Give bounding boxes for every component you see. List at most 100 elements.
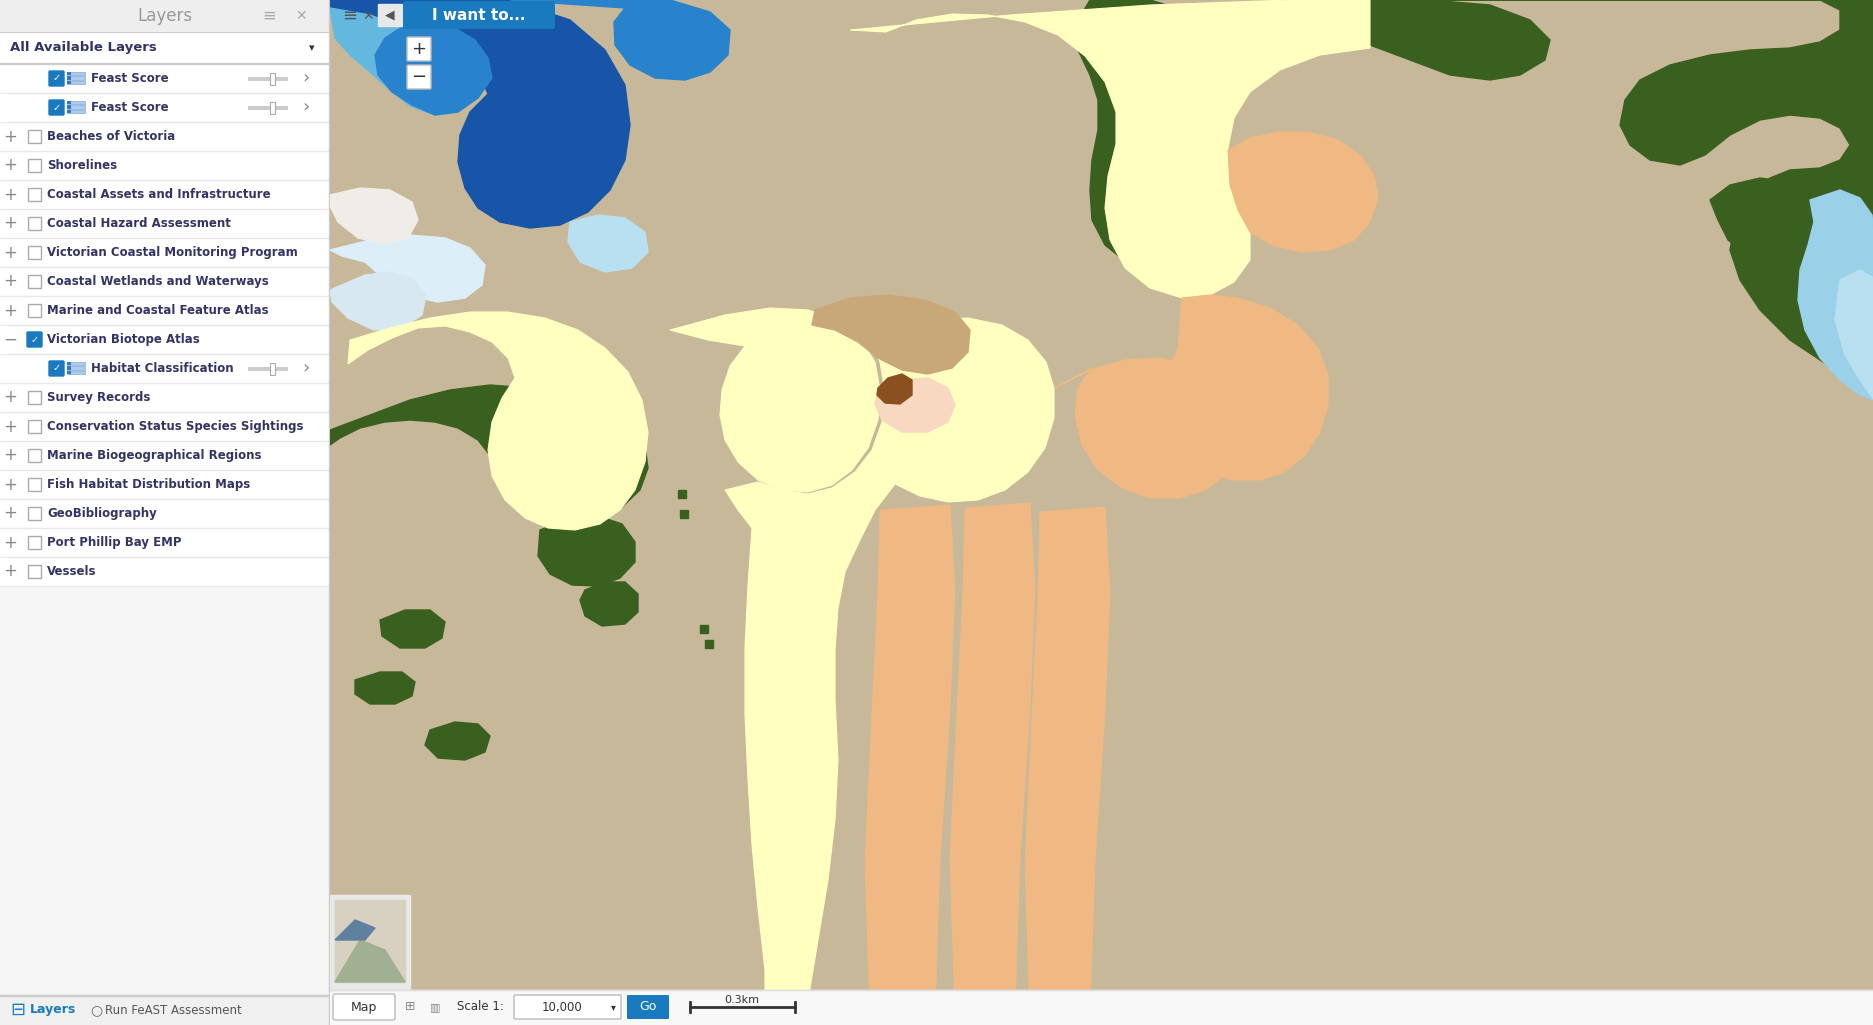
Bar (678, 490, 686, 498)
Bar (67, 366, 71, 369)
Text: Marine Biogeographical Regions: Marine Biogeographical Regions (47, 449, 262, 462)
Polygon shape (850, 0, 1369, 298)
Text: +: + (4, 388, 17, 407)
Polygon shape (865, 505, 955, 1015)
Text: ⊞: ⊞ (405, 1000, 416, 1014)
FancyBboxPatch shape (49, 71, 64, 86)
Bar (330, 895, 410, 990)
Bar (28, 565, 41, 578)
Polygon shape (509, 0, 730, 80)
Bar (6, 35, 322, 59)
Bar (270, 363, 275, 374)
Bar (67, 110, 71, 113)
Polygon shape (354, 672, 414, 704)
Polygon shape (335, 940, 405, 982)
Bar (67, 366, 84, 369)
Bar (28, 246, 41, 259)
Bar (67, 370, 71, 374)
Bar (67, 105, 71, 109)
Text: Coastal Hazard Assessment: Coastal Hazard Assessment (47, 217, 230, 230)
Polygon shape (330, 385, 648, 518)
Bar (0, 441, 330, 470)
Text: ✓: ✓ (52, 102, 60, 113)
Polygon shape (330, 0, 629, 228)
Bar (67, 100, 71, 104)
Polygon shape (330, 235, 485, 302)
Bar (0, 122, 330, 151)
Text: Fish Habitat Distribution Maps: Fish Habitat Distribution Maps (47, 478, 251, 491)
Bar (0, 557, 330, 586)
Bar (247, 106, 288, 110)
Bar (28, 159, 41, 172)
Bar (67, 81, 71, 84)
Text: ✓: ✓ (52, 74, 60, 83)
Text: ≡: ≡ (262, 7, 275, 25)
Text: Run FeAST Assessment: Run FeAST Assessment (105, 1003, 242, 1017)
Bar (67, 72, 84, 75)
Polygon shape (380, 610, 444, 648)
Bar (28, 449, 41, 462)
Bar (0, 151, 330, 180)
Bar (67, 362, 84, 365)
Text: Feast Score: Feast Score (92, 101, 169, 114)
Polygon shape (877, 374, 912, 404)
Text: Vessels: Vessels (47, 565, 96, 578)
FancyBboxPatch shape (513, 995, 620, 1019)
Text: Survey Records: Survey Records (47, 391, 150, 404)
Text: Map: Map (350, 1000, 376, 1014)
Text: +: + (4, 301, 17, 320)
Polygon shape (348, 312, 648, 530)
Text: I want to...: I want to... (433, 7, 526, 23)
Text: Victorian Biotope Atlas: Victorian Biotope Atlas (47, 333, 200, 346)
Bar (67, 105, 84, 109)
Bar (247, 367, 288, 370)
Text: ▥: ▥ (429, 1002, 440, 1012)
Text: −: − (412, 68, 427, 86)
Bar (0, 180, 330, 209)
Bar (0, 383, 330, 412)
Text: Marine and Coastal Feature Atlas: Marine and Coastal Feature Atlas (47, 304, 268, 317)
Text: ›: › (302, 360, 309, 377)
Polygon shape (811, 295, 970, 374)
Polygon shape (1369, 0, 1873, 400)
Text: ▾: ▾ (309, 43, 315, 53)
Polygon shape (725, 318, 1053, 1025)
Bar (67, 81, 84, 84)
Text: Coastal Assets and Infrastructure: Coastal Assets and Infrastructure (47, 188, 270, 201)
Bar (701, 625, 708, 633)
Polygon shape (950, 503, 1034, 1013)
Text: ▾: ▾ (611, 1002, 614, 1012)
Text: Layers: Layers (137, 7, 193, 25)
Text: +: + (4, 273, 17, 290)
Text: ✕: ✕ (361, 9, 373, 23)
Bar (28, 275, 41, 288)
Text: ✓: ✓ (30, 334, 39, 344)
Polygon shape (875, 378, 955, 432)
Bar (680, 510, 687, 518)
Bar (0, 266, 330, 296)
Text: +: + (412, 40, 427, 58)
Text: GeoBibliography: GeoBibliography (47, 507, 157, 520)
Text: ◀: ◀ (386, 8, 395, 22)
Polygon shape (1054, 358, 1242, 498)
Polygon shape (1834, 270, 1873, 400)
Bar (28, 478, 41, 491)
Text: Go: Go (639, 1000, 656, 1014)
Bar (28, 304, 41, 317)
Text: +: + (4, 157, 17, 174)
Text: ✓: ✓ (52, 364, 60, 373)
Text: Beaches of Victoria: Beaches of Victoria (47, 130, 176, 144)
FancyBboxPatch shape (406, 37, 431, 62)
Bar (270, 73, 275, 84)
Text: 0.3km: 0.3km (725, 995, 759, 1004)
Polygon shape (1796, 190, 1873, 400)
Polygon shape (568, 215, 648, 272)
Text: 10,000: 10,000 (541, 1000, 583, 1014)
Bar (0, 499, 330, 528)
Text: +: + (4, 476, 17, 493)
Polygon shape (1227, 132, 1377, 252)
Text: ○: ○ (90, 1003, 101, 1017)
FancyBboxPatch shape (627, 995, 669, 1019)
Text: +: + (4, 127, 17, 146)
Text: ✕: ✕ (294, 9, 307, 23)
